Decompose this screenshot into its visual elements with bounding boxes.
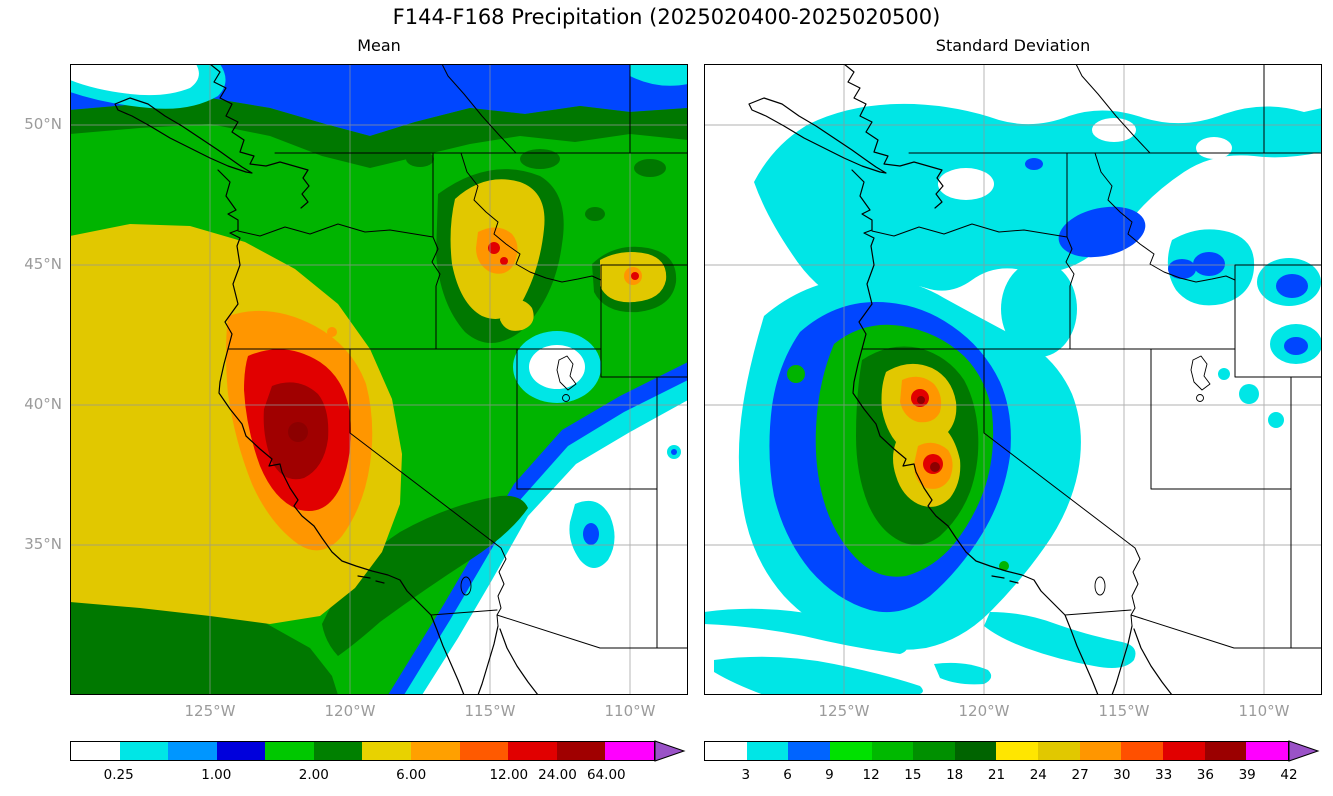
lon-tick-label: 110°W [604, 702, 656, 720]
colorbar-tick-label: 9 [825, 767, 834, 783]
colorbar-tick-label: 42 [1280, 767, 1298, 783]
colorbar-tick-label: 3 [741, 767, 751, 783]
utah-lake [1196, 394, 1204, 402]
colorbar-segment [913, 742, 955, 760]
colorbar-segment [605, 742, 654, 760]
colorbar-tick-label: 6 [783, 767, 792, 783]
lon-tick-label: 125°W [184, 702, 236, 720]
colorbar-tick-label: 18 [946, 767, 964, 783]
lon-tick-label: 120°W [958, 702, 1010, 720]
colorbar-extend-arrow [654, 740, 686, 762]
figure-title: F144-F168 Precipitation (2025020400-2025… [392, 5, 941, 29]
lat-tick-label: 40°N [24, 395, 62, 413]
salton-sea [1094, 576, 1106, 596]
colorbar-segment [313, 742, 363, 760]
colorbar-tick-label: 64.00 [586, 767, 626, 783]
colorbar-tick-label: 33 [1155, 767, 1173, 783]
coastline [114, 64, 539, 695]
colorbar-tick-label: 36 [1196, 767, 1214, 783]
colorbar-segment [362, 742, 412, 760]
colorbar-tick-label: 6.00 [396, 767, 427, 783]
colorbar-segment [168, 742, 217, 760]
colorbar-segment [829, 742, 872, 760]
state-borders [227, 64, 688, 649]
lat-tick-label: 35°N [24, 535, 62, 553]
panel-title-stddev: Standard Deviation [935, 36, 1091, 55]
geo-borders [114, 64, 688, 695]
colorbar-segment [508, 742, 557, 760]
lon-tick-label: 115°W [1098, 702, 1150, 720]
colorbar-tick-label: 1.00 [201, 767, 232, 783]
colorbar-tick-label: 39 [1238, 767, 1256, 783]
colorbar-segment [996, 742, 1039, 760]
panel-frame [704, 64, 1322, 695]
mean-colorbar: 0.25 1.00 2.00 6.00 12.00 24.00 64.00 [70, 740, 690, 796]
colorbar-tick-label: 27 [1071, 767, 1089, 783]
colorbar-tick-label: 24 [1029, 767, 1047, 783]
colorbar-segment [1121, 742, 1164, 760]
colorbar-segment [411, 742, 460, 760]
lakes [556, 355, 577, 391]
colorbar-segment [1038, 742, 1080, 760]
colorbar-segment [1246, 742, 1288, 760]
colorbar-segment [705, 742, 747, 760]
stddev-precip-fills [704, 97, 1322, 695]
colorbar-segment [556, 742, 606, 760]
colorbar-tick-label: 12 [862, 767, 880, 783]
colorbar-tick-label: 21 [987, 767, 1006, 783]
colorbar-segment [954, 742, 997, 760]
colorbar-segment [459, 742, 509, 760]
colorbar-tick-label: 12.00 [489, 767, 529, 783]
colorbar-segment [746, 742, 789, 760]
lat-tick-label: 45°N [24, 255, 62, 273]
mean-precip-fills [70, 64, 688, 695]
state-borders [861, 64, 1322, 649]
lon-tick-label: 125°W [818, 702, 870, 720]
colorbar-segment [216, 742, 266, 760]
mean-map [70, 64, 688, 695]
colorbar-segment [871, 742, 914, 760]
colorbar-segment [1079, 742, 1122, 760]
colorbar-tick-label: 24.00 [538, 767, 577, 783]
utah-lake [562, 394, 570, 402]
lat-tick-label: 50°N [24, 115, 62, 133]
stddev-colorbar: 3 6 9 12 15 18 21 24 27 30 33 36 39 42 [704, 740, 1324, 796]
lon-tick-label: 120°W [324, 702, 376, 720]
colorbar-tick-label: 0.25 [103, 767, 134, 783]
coastline [748, 64, 1173, 695]
salton-sea [460, 576, 472, 596]
lakes [1190, 355, 1211, 391]
stddev-map [704, 64, 1322, 695]
mean-colorbar-segments [70, 741, 655, 761]
colorbar-segment [71, 742, 120, 760]
stddev-colorbar-segments [704, 741, 1289, 761]
colorbar-segment [119, 742, 169, 760]
colorbar-tick-label: 30 [1113, 767, 1131, 783]
colorbar-segment [1204, 742, 1247, 760]
colorbar-segment [788, 742, 830, 760]
colorbar-segment [265, 742, 314, 760]
panel-frame [70, 64, 688, 695]
lon-tick-label: 110°W [1238, 702, 1290, 720]
colorbar-extend-arrow [1288, 740, 1320, 762]
panel-title-mean: Mean [357, 36, 401, 55]
lon-tick-label: 115°W [464, 702, 516, 720]
colorbar-segment [1163, 742, 1205, 760]
colorbar-tick-label: 15 [904, 767, 922, 783]
colorbar-tick-label: 2.00 [298, 767, 329, 783]
geo-borders [748, 64, 1322, 695]
